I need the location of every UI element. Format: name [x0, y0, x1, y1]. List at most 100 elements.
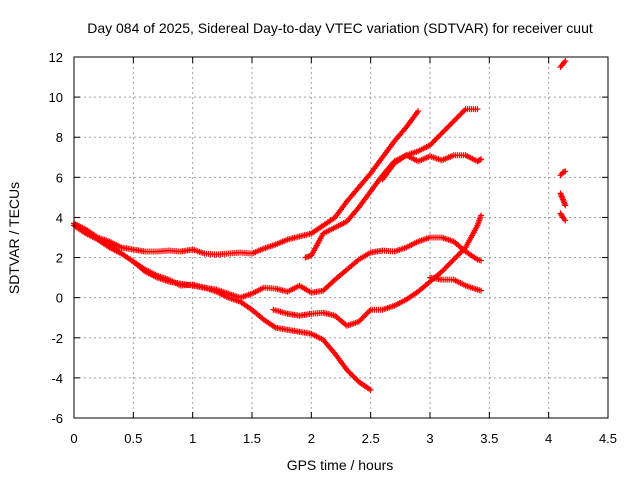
series-track — [302, 106, 481, 261]
x-tick-label: 3 — [426, 431, 433, 446]
chart-title: Day 084 of 2025, Sidereal Day-to-day VTE… — [87, 20, 593, 36]
plot-frame — [73, 56, 609, 419]
y-tick-label: 0 — [56, 291, 63, 306]
data-point — [478, 156, 485, 163]
data-point — [358, 316, 365, 323]
series-track — [557, 190, 569, 209]
data-point — [367, 386, 374, 393]
x-tick-label: 2 — [308, 431, 315, 446]
x-tick-label: 3.5 — [480, 431, 498, 446]
series-track — [557, 168, 569, 179]
data-point — [452, 255, 459, 262]
series-track — [71, 220, 374, 393]
data-point — [456, 251, 463, 258]
data-point — [440, 267, 447, 274]
data-point — [440, 128, 447, 135]
data-point — [359, 314, 366, 321]
data-point — [438, 268, 445, 275]
data-point — [454, 252, 461, 259]
data-point — [434, 134, 441, 141]
data-point — [449, 257, 456, 264]
data-point — [428, 140, 435, 147]
data-point — [345, 368, 352, 375]
x-tick-label: 0.5 — [124, 431, 142, 446]
data-point — [427, 142, 433, 149]
series-track — [71, 108, 422, 258]
y-tick-label: -4 — [51, 371, 63, 386]
data-point — [449, 119, 456, 126]
data-point — [355, 318, 362, 325]
data-point — [343, 366, 350, 373]
data-point — [452, 116, 459, 123]
data-point — [350, 373, 357, 380]
data-point — [458, 248, 465, 255]
data-point — [478, 257, 485, 264]
data-point — [438, 130, 445, 137]
data-point — [445, 123, 452, 130]
data-point — [441, 127, 448, 134]
data-point — [361, 313, 368, 320]
data-point — [442, 264, 449, 271]
data-point — [441, 265, 448, 272]
data-point — [478, 287, 485, 294]
data-point — [365, 309, 372, 316]
series-track — [270, 212, 485, 329]
y-tick-label: 8 — [56, 130, 63, 145]
data-point — [433, 135, 440, 142]
y-tick-label: 4 — [56, 210, 63, 225]
series-track — [557, 210, 569, 224]
data-point — [459, 247, 466, 254]
data-point — [459, 108, 466, 115]
data-point — [432, 136, 439, 143]
y-axis-label: SDTVAR / TECUs — [6, 182, 22, 294]
x-tick-label: 1 — [189, 431, 196, 446]
y-tick-label: 2 — [56, 251, 63, 266]
data-point — [562, 168, 569, 175]
series-track — [427, 274, 485, 294]
data-point — [347, 370, 354, 377]
data-point — [450, 256, 457, 263]
data-point — [353, 376, 360, 383]
data-point — [448, 120, 455, 127]
x-tick-label: 4.5 — [599, 431, 617, 446]
x-tick-label: 4 — [545, 431, 552, 446]
data-point — [346, 369, 353, 376]
data-point — [437, 131, 444, 138]
data-point — [363, 310, 370, 317]
y-tick-label: -2 — [51, 331, 63, 346]
data-point — [456, 112, 463, 119]
data-point — [362, 312, 369, 319]
data-point — [415, 108, 422, 115]
data-point — [430, 138, 437, 145]
data-point — [476, 156, 483, 163]
data-point — [457, 249, 464, 256]
series-track — [557, 58, 569, 71]
data-point — [357, 317, 364, 324]
data-point — [436, 132, 443, 139]
data-point — [448, 259, 455, 266]
data-point — [453, 115, 460, 122]
series-track — [379, 152, 485, 183]
data-point — [461, 107, 468, 114]
data-point — [446, 122, 453, 129]
data-point — [454, 114, 461, 121]
data-point — [429, 139, 436, 146]
data-point — [450, 118, 457, 125]
data-point — [478, 212, 485, 219]
data-point — [562, 202, 569, 209]
data-point — [446, 260, 453, 267]
data-point — [349, 372, 356, 379]
y-tick-label: -6 — [51, 411, 63, 426]
axis-ticks: 0 0.5 1 1.5 2 2.5 3 3.5 4 4.5 -6 -4 -2 0 2 4 6 8 10 12 — [49, 50, 618, 446]
x-tick-label: 0 — [70, 431, 77, 446]
data-point — [457, 111, 464, 118]
data-point — [461, 245, 468, 252]
data-point — [562, 58, 569, 65]
data-point — [474, 106, 481, 113]
data-point — [351, 374, 358, 381]
data-point — [458, 110, 465, 117]
x-axis-label: GPS time / hours — [287, 457, 394, 473]
x-tick-label: 2.5 — [362, 431, 380, 446]
x-tick-label: 1.5 — [243, 431, 261, 446]
